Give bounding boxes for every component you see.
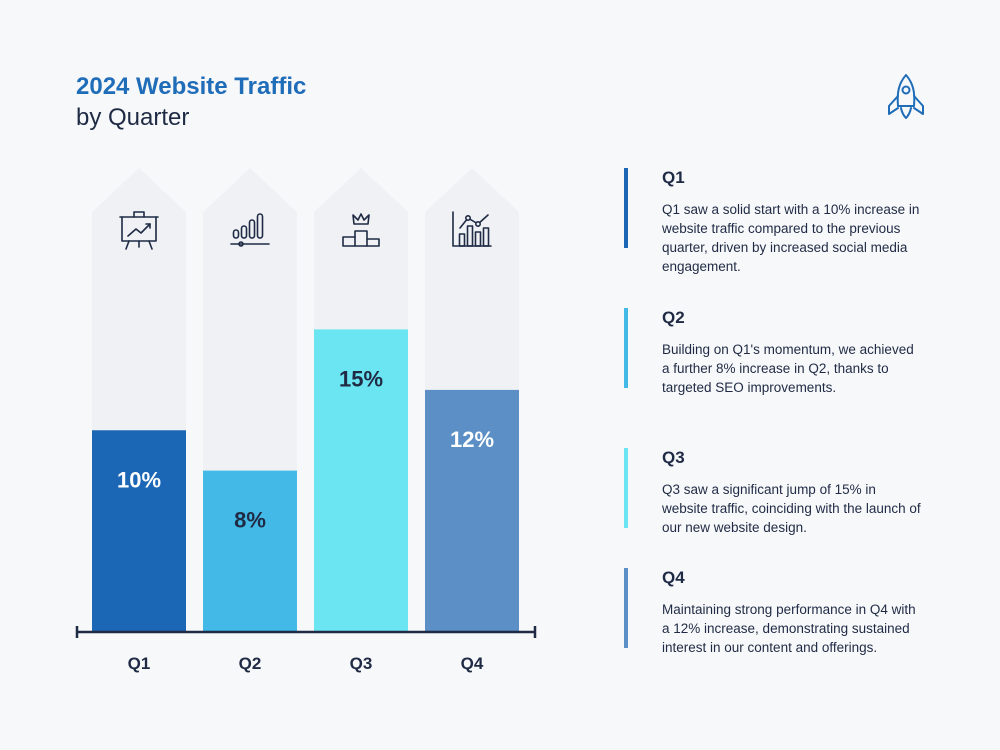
presentation-chart-icon: [119, 211, 159, 250]
bar-value-label: 10%: [117, 467, 161, 492]
x-tick-label: Q4: [461, 654, 484, 673]
description-text: Building on Q1's momentum, we achieved a…: [662, 342, 914, 395]
description-accent-bar: [624, 168, 628, 248]
description-title: Q4: [662, 568, 685, 587]
description-text: Q1 saw a solid start with a 10% increase…: [662, 202, 920, 274]
bar-q4: [425, 389, 519, 632]
description-title: Q2: [662, 308, 685, 327]
description-accent-bar: [624, 448, 628, 528]
description-text: Maintaining strong performance in Q4 wit…: [662, 602, 916, 655]
bar-value-label: 8%: [234, 508, 266, 533]
page-title: 2024 Website Traffic: [76, 73, 307, 100]
podium-crown-icon: [342, 213, 380, 247]
bar-q2: [203, 470, 297, 632]
bar-q1: [92, 430, 186, 632]
description-accent-bar: [624, 308, 628, 388]
bar-chart-icon: [230, 213, 270, 247]
x-tick-label: Q2: [239, 654, 262, 673]
x-tick-label: Q3: [350, 654, 373, 673]
line-bar-chart-icon: [452, 211, 492, 247]
page-subtitle: by Quarter: [76, 104, 190, 131]
bar-value-label: 15%: [339, 366, 383, 391]
title-block: 2024 Website Traffic by Quarter: [76, 72, 306, 134]
description-text: Q3 saw a significant jump of 15% in webs…: [662, 482, 921, 535]
description-title: Q3: [662, 448, 685, 467]
description-accent-bar: [624, 568, 628, 648]
bar-chart: 10% Q1 8% Q2 15% Q3 12% Q4: [75, 211, 537, 673]
x-tick-label: Q1: [128, 654, 151, 673]
description-title: Q1: [662, 168, 685, 187]
bar-q3: [314, 329, 408, 632]
bar-value-label: 12%: [450, 427, 494, 452]
rocket-icon: [888, 74, 924, 119]
